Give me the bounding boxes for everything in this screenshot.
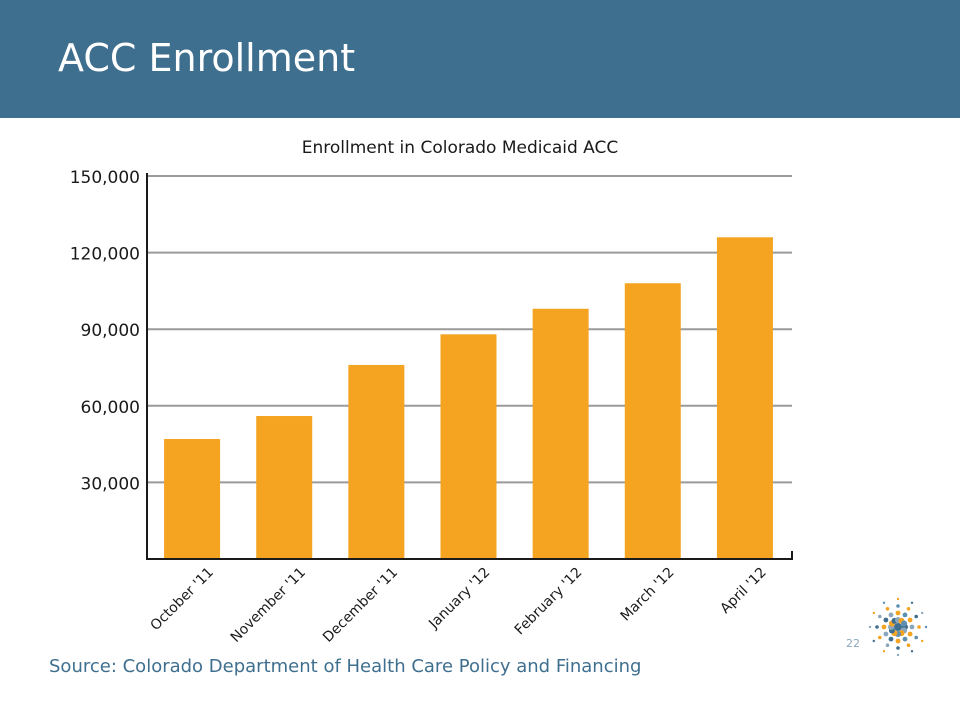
logo-dot (909, 624, 915, 630)
logo-dot (888, 612, 894, 618)
logo-dot (872, 611, 875, 615)
logo-dot (917, 625, 921, 629)
logo-dot (885, 607, 890, 611)
chart-title: Enrollment in Colorado Medicaid ACC (302, 138, 619, 158)
logo-dot (883, 617, 889, 623)
logo-dot (875, 625, 879, 629)
logo-dot (914, 635, 918, 640)
logo-dot (896, 646, 900, 650)
logo-dot (882, 601, 886, 604)
x-tick-label: December '11 (320, 565, 401, 646)
y-tick-label: 120,000 (70, 245, 140, 265)
slide-title: ACC Enrollment (58, 36, 356, 80)
logo-dot (906, 607, 911, 611)
y-tick-label: 90,000 (81, 321, 140, 341)
logo-dot (921, 639, 924, 643)
x-tick-label: October '11 (148, 565, 217, 634)
bar (716, 237, 773, 559)
logo-dot (901, 620, 908, 627)
logo-dot (924, 625, 928, 629)
logo-dot (896, 653, 900, 657)
logo-dot (907, 631, 913, 637)
logo-dot (907, 617, 913, 623)
logo-dot (902, 636, 908, 642)
logo-core-dot (894, 623, 902, 631)
axes (146, 173, 793, 560)
y-tick-labels: 30,000 60,000 90,000 120,000 150,000 (70, 168, 140, 494)
x-tick-labels: October '11 November '11 December '11 Janua… (148, 565, 770, 646)
logo-dot (868, 625, 872, 629)
logo-dot (895, 638, 901, 644)
logo-dot (888, 636, 894, 642)
page-number: 22 (846, 637, 860, 650)
bar (256, 416, 313, 559)
bar (164, 438, 221, 559)
starburst-dots-logo-icon (868, 597, 928, 657)
title-banner: ACC Enrollment (0, 0, 960, 118)
x-tick-label: November '11 (228, 565, 309, 646)
y-tick-label: 150,000 (70, 168, 140, 188)
logo-dot (885, 643, 890, 647)
bars (164, 237, 773, 559)
logo-dot (872, 639, 875, 643)
enrollment-bar-chart: Enrollment in Colorado Medicaid ACC 30,0… (70, 138, 793, 646)
bar (348, 364, 405, 559)
logo-dot (906, 643, 911, 647)
bar (532, 308, 589, 559)
logo-dot (914, 614, 918, 619)
gridlines (147, 175, 792, 484)
logo-dot (921, 611, 924, 615)
y-tick-label: 30,000 (81, 474, 140, 494)
logo-dot (910, 601, 914, 604)
logo-dot (882, 650, 886, 653)
x-tick-label: April '12 (717, 565, 769, 617)
x-tick-label: February '12 (512, 565, 586, 639)
x-tick-label: January '12 (425, 565, 493, 633)
logo-dot (881, 624, 887, 630)
x-tick-label: March '12 (618, 565, 678, 625)
source-note: Source: Colorado Department of Health Ca… (49, 656, 642, 677)
y-tick-label: 60,000 (81, 398, 140, 418)
logo-dot (896, 597, 900, 601)
logo-dot (883, 631, 889, 637)
logo-dot (910, 650, 914, 653)
bar (624, 283, 681, 559)
logo-dot (902, 612, 908, 618)
logo-dot (896, 604, 900, 608)
bar (440, 334, 497, 559)
logo-dot (878, 614, 882, 619)
logo-dot (878, 635, 882, 640)
logo-dot (895, 610, 901, 616)
